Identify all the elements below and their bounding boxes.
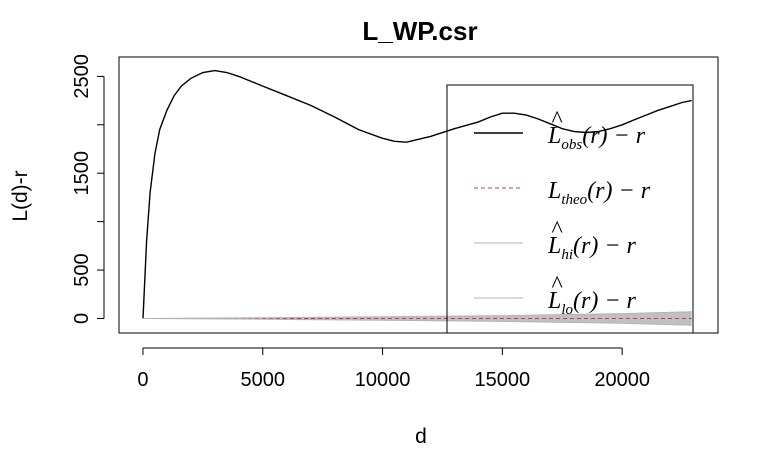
legend-label-theo: Ltheo(r) − r	[547, 178, 651, 208]
x-axis-label: d	[415, 425, 427, 448]
axes: 0 5000 10000 15000 20000 0 500 1500 2500	[71, 54, 719, 391]
series-line-obs	[142, 69, 692, 319]
y-tick-label: 500	[71, 253, 93, 286]
legend-box	[446, 84, 694, 334]
series-line-lo	[142, 318, 692, 326]
x-tick-label: 5000	[241, 369, 286, 391]
legend-label-lo: Llo(r) − r	[547, 288, 637, 318]
x-tick-label: 20000	[594, 369, 650, 391]
plot-frame	[118, 56, 719, 334]
legend-hat-hi: ^	[551, 217, 563, 243]
x-tick-label: 15000	[475, 369, 531, 391]
x-tick-label: 0	[137, 369, 148, 391]
legend-hat-lo: ^	[551, 272, 563, 298]
legend-label-hi: Lhi(r) − r	[547, 233, 637, 263]
legend-label-obs: Lobs(r) − r	[547, 123, 646, 153]
y-tick-label: 1500	[71, 151, 93, 196]
y-tick-label: 0	[71, 313, 93, 324]
legend-hat-obs: ^	[551, 107, 563, 133]
y-tick-label: 2500	[71, 54, 93, 99]
y-axis-label: L(d)-r	[9, 170, 32, 221]
x-tick-label: 10000	[355, 369, 411, 391]
chart-title: L_WP.csr	[362, 16, 477, 46]
series-line-hi	[142, 311, 692, 319]
plot-area	[142, 69, 692, 326]
